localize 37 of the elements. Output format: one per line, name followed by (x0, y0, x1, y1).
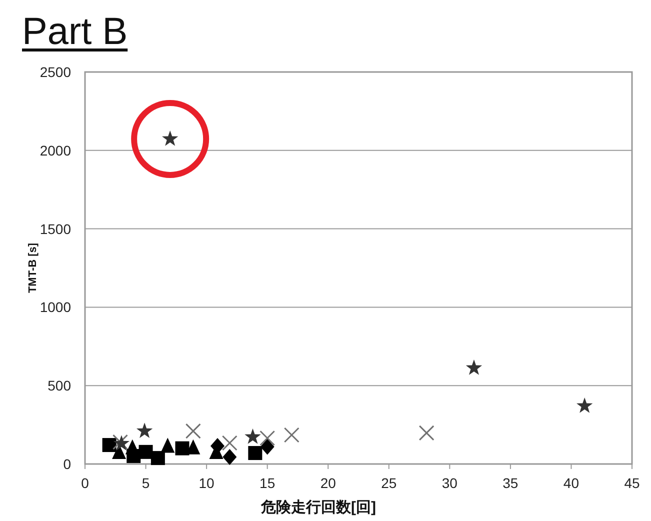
point (138, 444, 153, 459)
point (160, 438, 175, 453)
point (136, 422, 153, 438)
x-tick-label: 15 (260, 475, 276, 491)
y-tick-label: 0 (63, 456, 72, 472)
x-tick-label: 30 (442, 475, 458, 491)
x-tick-label: 20 (320, 475, 336, 491)
x-tick-label: 35 (502, 475, 518, 491)
point (102, 438, 116, 452)
x-tick-label: 0 (81, 475, 90, 491)
y-tick-label: 2000 (40, 142, 72, 158)
y-tick-label: 500 (48, 378, 72, 394)
x-tick-label: 45 (624, 475, 640, 491)
point (576, 397, 593, 413)
y-axis-title: TMT-B [s] (27, 242, 39, 294)
x-tick-label: 10 (198, 475, 215, 491)
point (248, 446, 262, 460)
x-tick-label: 40 (563, 475, 580, 491)
x-tick-label: 5 (142, 475, 150, 491)
point (260, 430, 276, 446)
point (418, 425, 434, 441)
point (222, 448, 237, 465)
point (244, 428, 261, 444)
point (150, 451, 165, 466)
x-tick-label: 25 (381, 475, 397, 491)
point (284, 427, 300, 443)
chart-title: Part B (22, 11, 128, 53)
y-tick-label: 2500 (40, 64, 72, 80)
point (175, 441, 190, 456)
point (466, 360, 482, 375)
x-axis-title: 危険走行回数[回] (260, 499, 376, 516)
point (260, 438, 274, 455)
point (162, 130, 178, 146)
y-tick-label: 1000 (40, 299, 72, 316)
point (222, 435, 238, 451)
y-tick-label: 1500 (40, 220, 72, 237)
point (185, 423, 201, 439)
